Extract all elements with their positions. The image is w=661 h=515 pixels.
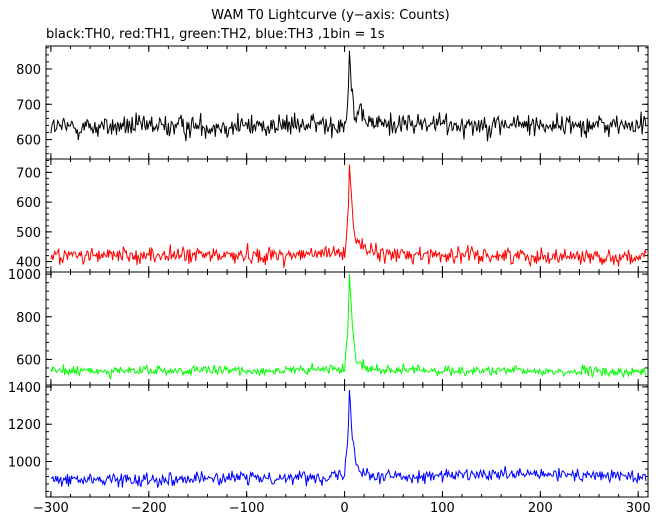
x-tick-label: 0 (340, 501, 348, 515)
y-tick-label-TH0: 600 (16, 134, 41, 149)
panel-frame-TH3 (45, 384, 649, 498)
series-line-TH3 (50, 389, 647, 488)
series-line-TH1 (50, 164, 647, 268)
x-tick-label: 300 (626, 501, 651, 515)
y-tick-label-TH2: 1000 (8, 268, 41, 283)
y-tick-label-TH3: 1400 (8, 381, 41, 396)
y-tick-label-TH2: 600 (16, 353, 41, 368)
y-tick-label-TH1: 600 (16, 196, 41, 211)
y-tick-label-TH1: 500 (16, 226, 41, 241)
y-tick-label-TH2: 800 (16, 311, 41, 326)
y-tick-label-TH1: 700 (16, 166, 41, 181)
x-tick-label: 100 (430, 501, 455, 515)
x-tick-label: −300 (33, 501, 69, 515)
y-tick-label-TH3: 1000 (8, 456, 41, 471)
chart-title: WAM T0 Lightcurve (y−axis: Counts) (211, 8, 450, 23)
x-tick-label: −100 (229, 501, 265, 515)
y-tick-label-TH0: 800 (16, 63, 41, 78)
x-tick-label: −200 (131, 501, 167, 515)
panel-frame-TH2 (45, 271, 649, 386)
y-tick-label-TH3: 1200 (8, 418, 41, 433)
series-line-TH0 (50, 50, 647, 142)
series-line-TH2 (50, 274, 647, 380)
y-tick-label-TH1: 400 (16, 256, 41, 271)
panel-frame-TH0 (45, 45, 649, 160)
y-tick-label-TH0: 700 (16, 98, 41, 113)
chart-subtitle: black:TH0, red:TH1, green:TH2, blue:TH3 … (46, 27, 385, 42)
x-tick-label: 200 (528, 501, 553, 515)
